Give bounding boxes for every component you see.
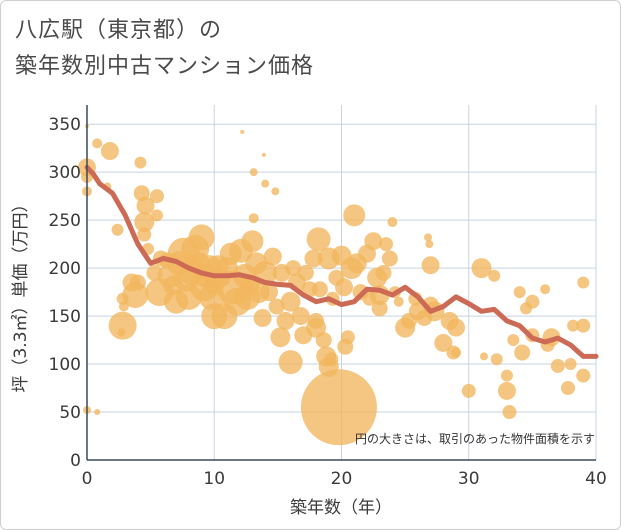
data-point [550, 358, 565, 373]
data-point [134, 212, 155, 233]
x-tick-label: 30 [458, 469, 480, 489]
x-tick-label: 20 [331, 469, 353, 489]
data-point [108, 311, 137, 340]
data-point [480, 352, 489, 361]
data-point [94, 409, 101, 416]
y-tick-label: 300 [49, 163, 81, 183]
data-point [343, 204, 366, 227]
data-point [525, 294, 540, 309]
data-point [253, 309, 272, 327]
data-point [263, 247, 282, 266]
data-point [324, 352, 339, 367]
data-point [513, 286, 526, 299]
data-point [379, 237, 394, 252]
data-point [564, 358, 577, 371]
data-point [514, 344, 531, 361]
axes [86, 105, 596, 461]
x-tick-label: 0 [82, 469, 93, 489]
data-point [276, 311, 295, 330]
data-point [315, 332, 332, 349]
data-point [364, 232, 383, 251]
y-axis-label: 坪（3.3㎡）単価（万円） [11, 195, 31, 392]
data-point [447, 318, 466, 337]
data-point [340, 330, 355, 345]
data-point [270, 327, 291, 348]
y-tick-label: 100 [49, 355, 81, 375]
title-line-2: 築年数別中古マンション価格 [15, 54, 315, 79]
y-tick-label: 200 [49, 259, 81, 279]
data-point [149, 189, 164, 204]
y-tick-label: 0 [70, 451, 81, 471]
data-point [134, 156, 147, 169]
data-point [434, 333, 453, 352]
data-point [240, 129, 245, 134]
data-point [300, 369, 377, 446]
data-point [117, 328, 126, 337]
data-point [421, 256, 440, 275]
data-point [136, 196, 155, 215]
data-point [306, 227, 331, 252]
data-point [261, 152, 266, 157]
bubble-size-note: 円の大きさは、取引のあった物件面積を示す [355, 431, 595, 446]
data-point [335, 278, 354, 297]
data-point [259, 283, 278, 302]
data-point [271, 187, 280, 196]
data-point [488, 269, 501, 282]
x-axis-label: 築年数（年） [290, 498, 392, 518]
data-point [111, 223, 124, 236]
data-point [285, 260, 302, 277]
data-point [567, 319, 580, 332]
data-point [92, 138, 103, 149]
y-tick-label: 150 [49, 307, 81, 327]
data-point [371, 300, 388, 317]
data-point [308, 312, 325, 329]
data-point [129, 274, 146, 291]
data-point [188, 224, 215, 251]
y-tick-label: 250 [49, 211, 81, 231]
data-point [278, 350, 303, 375]
data-point [304, 249, 323, 268]
data-point [311, 281, 328, 298]
data-point [425, 240, 434, 249]
data-point [268, 298, 285, 315]
data-point [381, 250, 398, 267]
data-point [561, 381, 576, 396]
data-point [280, 291, 301, 312]
data-point [576, 318, 591, 333]
data-point [507, 334, 520, 347]
x-tick-label: 40 [585, 469, 607, 489]
data-point [375, 264, 392, 281]
data-point [249, 168, 258, 177]
chart-title: 八広駅（東京都）の 築年数別中古マンション価格 [15, 13, 314, 85]
data-point [576, 368, 591, 383]
data-point [497, 381, 516, 400]
data-point [393, 296, 404, 307]
data-point [471, 258, 492, 279]
data-point [297, 264, 314, 281]
data-point [490, 353, 503, 366]
data-point [502, 405, 517, 420]
tick-labels: 0 10 20 30 40 0 50 100 150 200 250 300 350 [49, 115, 607, 489]
data-point [387, 217, 398, 228]
data-point [100, 142, 119, 161]
data-point [500, 369, 513, 382]
y-tick-label: 350 [49, 115, 81, 135]
average-price-line [84, 164, 599, 359]
x-tick-label: 10 [203, 469, 225, 489]
data-point [248, 213, 259, 224]
y-tick-label: 50 [59, 403, 81, 423]
data-point [291, 307, 310, 326]
data-point [241, 230, 264, 253]
data-point [577, 276, 590, 289]
data-point [261, 179, 270, 188]
title-line-1: 八広駅（東京都）の [15, 18, 223, 43]
data-point [137, 227, 152, 242]
data-point [150, 209, 163, 222]
data-point [451, 347, 462, 358]
data-point [424, 233, 433, 242]
data-point [461, 383, 476, 398]
data-point [540, 284, 551, 295]
